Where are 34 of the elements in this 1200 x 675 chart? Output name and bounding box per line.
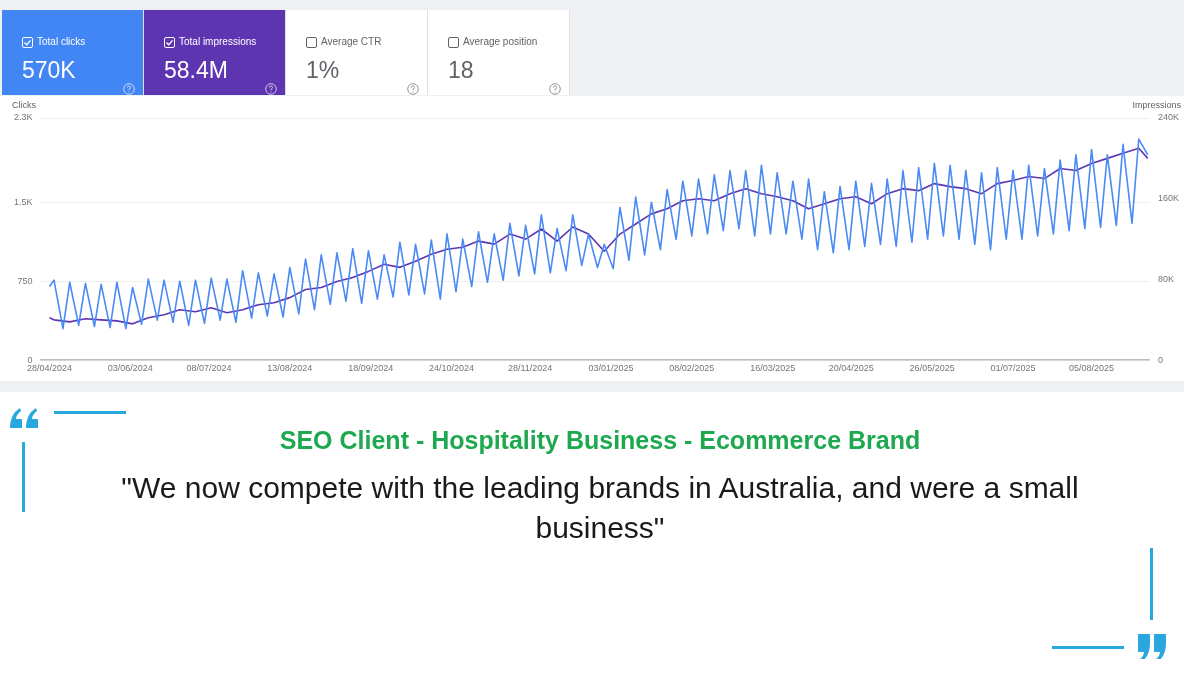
text: "We now compete with the leading brands in Australia, and were a small business" bbox=[120, 470, 1080, 546]
x-tick-label: 03/06/2024 bbox=[107, 363, 153, 374]
y2-tick-label: 160K bbox=[1157, 193, 1180, 204]
y-tick-label: 750 bbox=[17, 275, 33, 286]
x-tick-label: 28/04/2024 bbox=[26, 363, 73, 374]
x-tick-label: 18/09/2024 bbox=[348, 363, 394, 374]
y-axis-title: Clicks bbox=[12, 99, 37, 110]
x-tick-label: 08/02/2025 bbox=[669, 363, 715, 374]
y-tick-label: 1.5K bbox=[14, 196, 33, 207]
x-tick-label: 24/10/2024 bbox=[428, 363, 475, 374]
x-tick-label: 26/05/2025 bbox=[909, 363, 955, 374]
x-tick-label: 16/03/2025 bbox=[750, 363, 796, 374]
category-label: Average CTR bbox=[321, 36, 382, 47]
x-tick-label: 28/11/2024 bbox=[507, 363, 553, 374]
y2-axis-title: Impressions bbox=[1132, 99, 1182, 110]
category-label: Total impressions bbox=[179, 36, 257, 47]
text: 58.4M bbox=[164, 57, 228, 83]
text: 1% bbox=[306, 57, 340, 83]
x-tick-label: 13/08/2024 bbox=[267, 363, 313, 374]
text: SEO Client - Hospitality Business - Ecommerce Brand bbox=[278, 426, 922, 455]
x-tick-label: 01/07/2025 bbox=[990, 363, 1036, 374]
y2-tick-label: 0 bbox=[1157, 354, 1163, 365]
text: 570K bbox=[22, 57, 76, 83]
category-label: Average position bbox=[463, 36, 538, 47]
x-tick-label: 20/04/2025 bbox=[828, 363, 874, 374]
text: 18 bbox=[448, 57, 474, 83]
y-tick-label: 0 bbox=[27, 354, 33, 365]
x-tick-label: 08/07/2024 bbox=[186, 363, 232, 374]
x-tick-label: 05/08/2025 bbox=[1069, 363, 1115, 374]
y2-tick-label: 240K bbox=[1157, 112, 1180, 123]
category-label: Total clicks bbox=[37, 36, 86, 47]
y-tick-label: 2.3K bbox=[14, 112, 33, 123]
y2-tick-label: 80K bbox=[1157, 273, 1174, 284]
x-tick-label: 03/01/2025 bbox=[588, 363, 634, 374]
